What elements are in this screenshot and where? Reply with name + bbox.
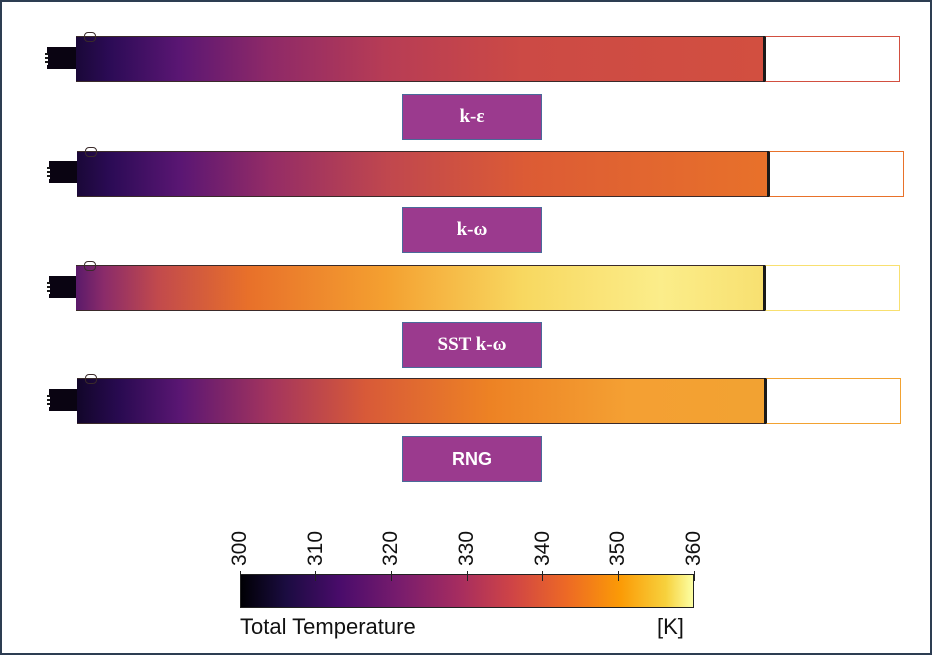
- inlet-marks: [45, 53, 48, 65]
- model-label: SST k-ω: [402, 322, 542, 368]
- model-label: k-ω: [402, 207, 542, 253]
- inlet-pipe: [49, 161, 78, 183]
- probe-marker-icon: [85, 374, 97, 384]
- domain-separator: [767, 151, 769, 197]
- inlet-marks: [47, 282, 50, 294]
- probe-marker-icon: [85, 147, 97, 157]
- colorbar-tick: [239, 571, 241, 581]
- domain-separator: [763, 265, 765, 311]
- colorbar-tick-label: 310: [303, 530, 327, 566]
- inlet-marks: [47, 167, 50, 179]
- domain-separator: [763, 36, 765, 82]
- colorbar-tick-label: 350: [606, 530, 630, 566]
- colorbar-tick-label: 330: [455, 530, 478, 566]
- model-label: RNG: [402, 436, 542, 482]
- outlet-region: [765, 265, 900, 311]
- colorbar-tick-label: 340: [530, 530, 554, 566]
- colorbar-tick-label: 320: [379, 530, 403, 566]
- temperature-contour: [76, 265, 764, 311]
- domain-separator: [764, 378, 766, 424]
- colorbar-title: Total Temperature: [240, 614, 416, 639]
- outlet-region: [766, 378, 901, 424]
- colorbar-tick: [693, 571, 695, 581]
- temperature-contour: [77, 378, 765, 424]
- inlet-pipe: [49, 276, 76, 298]
- colorbar-tick-label: 360: [682, 530, 705, 566]
- probe-marker-icon: [84, 261, 96, 271]
- inlet-pipe: [49, 389, 77, 411]
- temperature-contour: [76, 36, 764, 82]
- outlet-region: [765, 36, 900, 82]
- inlet-pipe: [47, 47, 77, 69]
- probe-marker-icon: [84, 32, 96, 42]
- colorbar-tick: [466, 571, 468, 581]
- colorbar-tick: [617, 571, 619, 581]
- outlet-region: [769, 151, 904, 197]
- colorbar-tick: [542, 571, 544, 581]
- temperature-contour: [77, 151, 767, 197]
- colorbar-tick: [390, 571, 392, 581]
- model-label: k-ε: [402, 94, 542, 140]
- colorbar-tick-label: 300: [228, 530, 251, 566]
- colorbar-tick: [315, 571, 317, 581]
- colorbar-unit: [K]: [657, 614, 684, 639]
- inlet-marks: [47, 395, 50, 407]
